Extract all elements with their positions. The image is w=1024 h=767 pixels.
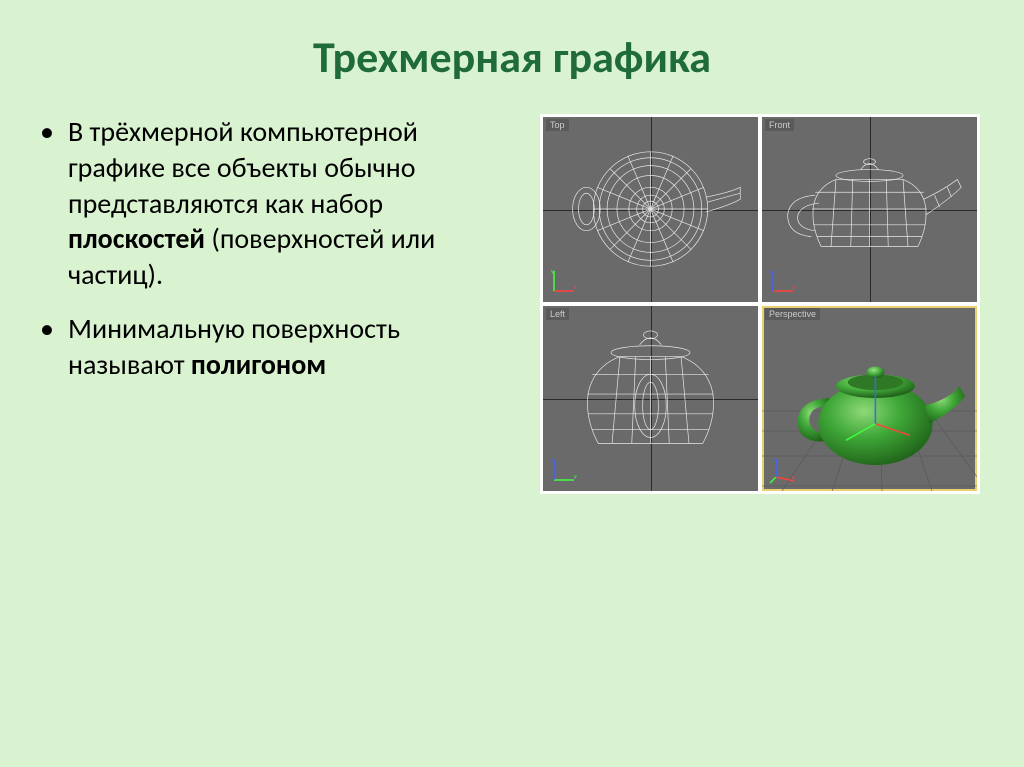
bullet-marker: • (40, 114, 68, 293)
svg-text:x: x (574, 283, 577, 291)
axis-gizmo-icon: x z (768, 455, 798, 485)
bullet-pre: В трёхмерной компьютерной графике все об… (68, 114, 418, 221)
bullet-text: Минимальную поверхность называют полигон… (68, 311, 520, 383)
bullet-item: • В трёхмерной компьютерной графике все … (40, 114, 520, 293)
bullet-bold: плоскостей (68, 221, 205, 256)
bullet-bold: полигоном (191, 347, 326, 382)
viewport-label: Front (765, 119, 794, 131)
svg-text:y: y (574, 472, 577, 480)
viewport-label: Top (546, 119, 569, 131)
axis-gizmo-icon: y z (549, 455, 579, 485)
text-column: • В трёхмерной компьютерной графике все … (30, 114, 520, 401)
bullet-item: • Минимальную поверхность называют полиг… (40, 311, 520, 383)
svg-text:x: x (792, 473, 795, 481)
axis-gizmo-icon: x y (549, 266, 579, 296)
viewport-left: Left (543, 306, 758, 491)
axis-gizmo-icon: x z (768, 266, 798, 296)
viewport-top: Top (543, 117, 758, 302)
svg-text:x: x (793, 283, 796, 291)
viewport-label: Perspective (765, 308, 820, 320)
content-row: • В трёхмерной компьютерной графике все … (30, 114, 994, 494)
viewport-front: Front (762, 117, 977, 302)
viewport-label: Left (546, 308, 569, 320)
svg-text:y: y (551, 267, 554, 275)
slide-title: Трехмерная графика (30, 30, 994, 84)
viewport-perspective: Perspective (762, 306, 977, 491)
bullet-marker: • (40, 311, 68, 383)
viewport-grid: Top (540, 114, 980, 494)
bullet-text: В трёхмерной компьютерной графике все об… (68, 114, 520, 293)
